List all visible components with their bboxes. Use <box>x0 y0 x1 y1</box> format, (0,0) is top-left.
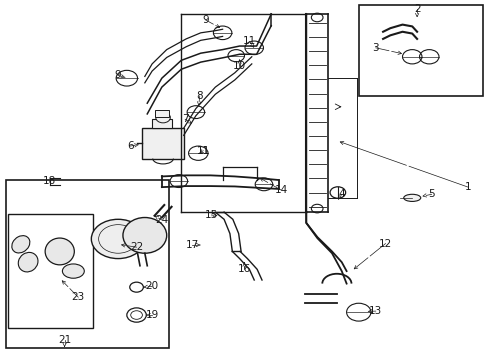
Bar <box>8 214 93 328</box>
Text: 12: 12 <box>378 239 391 249</box>
Text: 6: 6 <box>127 141 133 151</box>
Text: 3: 3 <box>372 43 378 53</box>
Text: 1: 1 <box>464 182 470 192</box>
Text: 2: 2 <box>413 4 420 14</box>
Ellipse shape <box>122 217 166 253</box>
Text: 20: 20 <box>145 282 158 292</box>
Circle shape <box>156 112 170 123</box>
Text: 11: 11 <box>196 146 209 156</box>
Text: 18: 18 <box>42 176 56 186</box>
Bar <box>6 180 169 348</box>
Text: 17: 17 <box>185 240 198 250</box>
Text: 5: 5 <box>427 189 434 199</box>
Ellipse shape <box>403 194 420 202</box>
Text: 24: 24 <box>155 215 168 225</box>
Text: 9: 9 <box>115 70 121 80</box>
Text: 9: 9 <box>202 15 208 25</box>
Text: 11: 11 <box>196 146 209 156</box>
Text: 10: 10 <box>233 62 245 71</box>
Text: 16: 16 <box>237 264 251 274</box>
Text: 4: 4 <box>338 189 345 199</box>
Text: 8: 8 <box>196 91 203 101</box>
Ellipse shape <box>45 238 74 265</box>
Text: 22: 22 <box>130 242 143 252</box>
Text: 13: 13 <box>368 306 382 316</box>
Text: 7: 7 <box>182 114 188 124</box>
Text: 19: 19 <box>145 310 159 320</box>
Circle shape <box>91 219 144 258</box>
Text: 23: 23 <box>71 292 84 302</box>
Bar <box>152 119 171 128</box>
Bar <box>154 110 169 117</box>
Ellipse shape <box>18 252 38 272</box>
Text: 11: 11 <box>242 36 255 46</box>
Text: 21: 21 <box>58 335 71 345</box>
Ellipse shape <box>62 264 84 278</box>
Text: 14: 14 <box>274 185 287 195</box>
Bar <box>142 128 183 158</box>
Ellipse shape <box>12 236 30 253</box>
Bar <box>358 5 482 96</box>
Text: 15: 15 <box>204 210 218 220</box>
